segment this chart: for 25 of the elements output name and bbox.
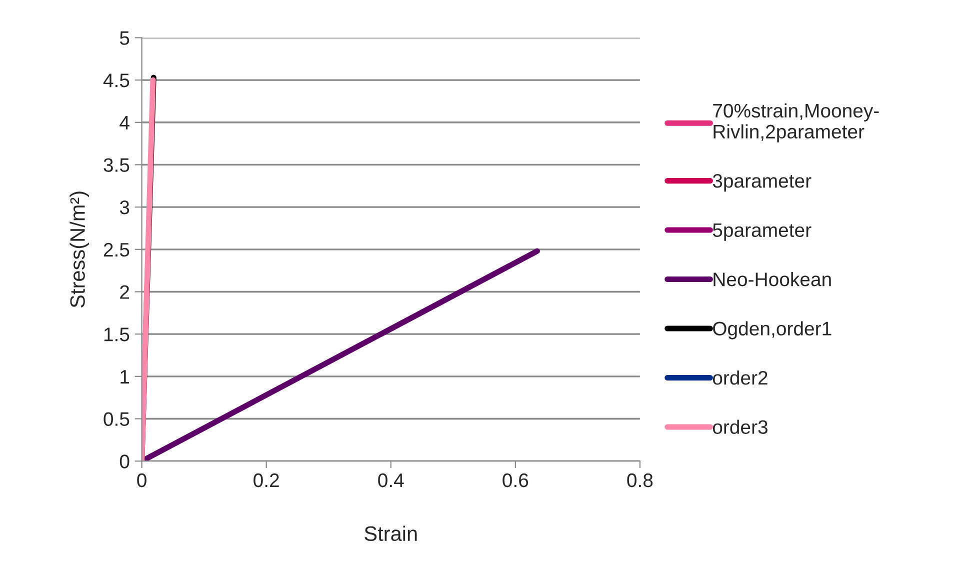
legend-label: Neo-Hookean	[714, 272, 831, 286]
x-tick-label: 0.8	[627, 473, 653, 488]
legend-label: order2	[712, 370, 768, 385]
x-tick-label: 0.4	[378, 473, 404, 488]
y-axis-title: Stress(N/m²)	[70, 192, 90, 308]
legend-label: 70%strain,Mooney-Rivlin,2parameter	[713, 103, 879, 142]
y-tick-label: 1.5	[104, 328, 130, 342]
x-axis-title: Strain	[364, 526, 417, 542]
x-tick-label: 0	[137, 473, 146, 488]
y-tick-label: 4	[120, 116, 130, 130]
legend-label: order3	[712, 420, 768, 434]
y-tick-label: 2.5	[104, 242, 130, 257]
legend-label: 5parameter	[712, 223, 812, 241]
y-tick-label: 0.5	[104, 412, 130, 426]
y-tick-label: 3	[120, 200, 130, 214]
y-tick-label: 1	[120, 370, 130, 384]
legend-label: Ogden,order1	[713, 321, 832, 340]
y-tick-label: 3.5	[104, 158, 130, 172]
y-tick-label: 5	[120, 31, 130, 45]
y-tick-label: 4.5	[103, 74, 130, 88]
y-tick-label: 0	[120, 454, 130, 468]
y-tick-label: 2	[120, 285, 130, 299]
x-tick-label: 0.2	[254, 473, 279, 488]
x-tick-label: 0.6	[502, 473, 528, 488]
legend-label: 3parameter	[712, 174, 812, 192]
